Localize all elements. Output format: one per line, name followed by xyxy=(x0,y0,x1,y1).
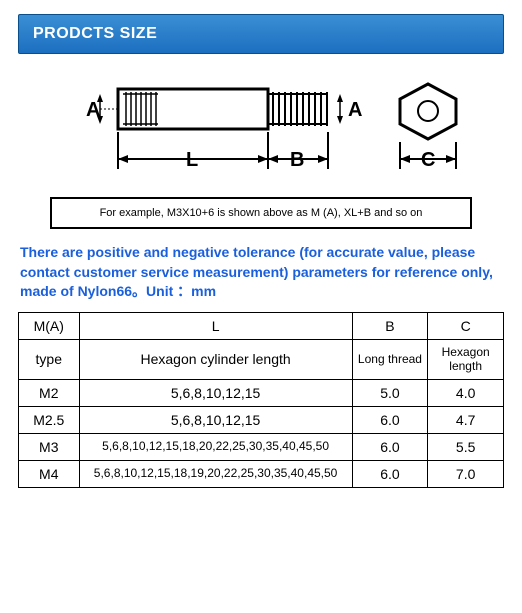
table-header-row: M(A) L B C xyxy=(19,312,504,339)
col-sub-hexlen: Hexagon cylinder length xyxy=(79,339,352,379)
cell-ma: M4 xyxy=(19,460,80,487)
svg-text:C: C xyxy=(421,149,435,171)
col-sub-hexagonlen: Hexagon length xyxy=(428,339,504,379)
svg-text:A: A xyxy=(348,99,362,121)
cell-ma: M2.5 xyxy=(19,406,80,433)
col-head-ma: M(A) xyxy=(19,312,80,339)
col-head-l: L xyxy=(79,312,352,339)
col-head-b: B xyxy=(352,312,428,339)
header-title: PRODCTS SIZE xyxy=(33,25,489,43)
cell-ma: M3 xyxy=(19,433,80,460)
cell-l: 5,6,8,10,12,15 xyxy=(79,379,352,406)
products-size-header: PRODCTS SIZE xyxy=(18,14,504,54)
table-row: M2.5 5,6,8,10,12,15 6.0 4.7 xyxy=(19,406,504,433)
cell-b: 5.0 xyxy=(352,379,428,406)
table-row: M4 5,6,8,10,12,15,18,19,20,22,25,30,35,4… xyxy=(19,460,504,487)
example-text: For example, M3X10+6 is shown above as M… xyxy=(100,207,423,219)
cell-c: 5.5 xyxy=(428,433,504,460)
example-box: For example, M3X10+6 is shown above as M… xyxy=(50,197,472,229)
table-subheader-row: type Hexagon cylinder length Long thread… xyxy=(19,339,504,379)
table-row: M2 5,6,8,10,12,15 5.0 4.0 xyxy=(19,379,504,406)
cell-l: 5,6,8,10,12,15,18,19,20,22,25,30,35,40,4… xyxy=(79,460,352,487)
standoff-diagram: A A L B C xyxy=(18,74,504,189)
table-row: M3 5,6,8,10,12,15,18,20,22,25,30,35,40,4… xyxy=(19,433,504,460)
cell-b: 6.0 xyxy=(352,406,428,433)
svg-text:L: L xyxy=(186,149,198,171)
tolerance-note: There are positive and negative toleranc… xyxy=(18,241,504,312)
cell-l: 5,6,8,10,12,15,18,20,22,25,30,35,40,45,5… xyxy=(79,433,352,460)
cell-b: 6.0 xyxy=(352,460,428,487)
spec-table: M(A) L B C type Hexagon cylinder length … xyxy=(18,312,504,488)
col-sub-type: type xyxy=(19,339,80,379)
col-sub-longthread: Long thread xyxy=(352,339,428,379)
cell-l: 5,6,8,10,12,15 xyxy=(79,406,352,433)
cell-c: 7.0 xyxy=(428,460,504,487)
cell-c: 4.7 xyxy=(428,406,504,433)
cell-c: 4.0 xyxy=(428,379,504,406)
cell-ma: M2 xyxy=(19,379,80,406)
cell-b: 6.0 xyxy=(352,433,428,460)
col-head-c: C xyxy=(428,312,504,339)
svg-text:B: B xyxy=(290,149,304,171)
